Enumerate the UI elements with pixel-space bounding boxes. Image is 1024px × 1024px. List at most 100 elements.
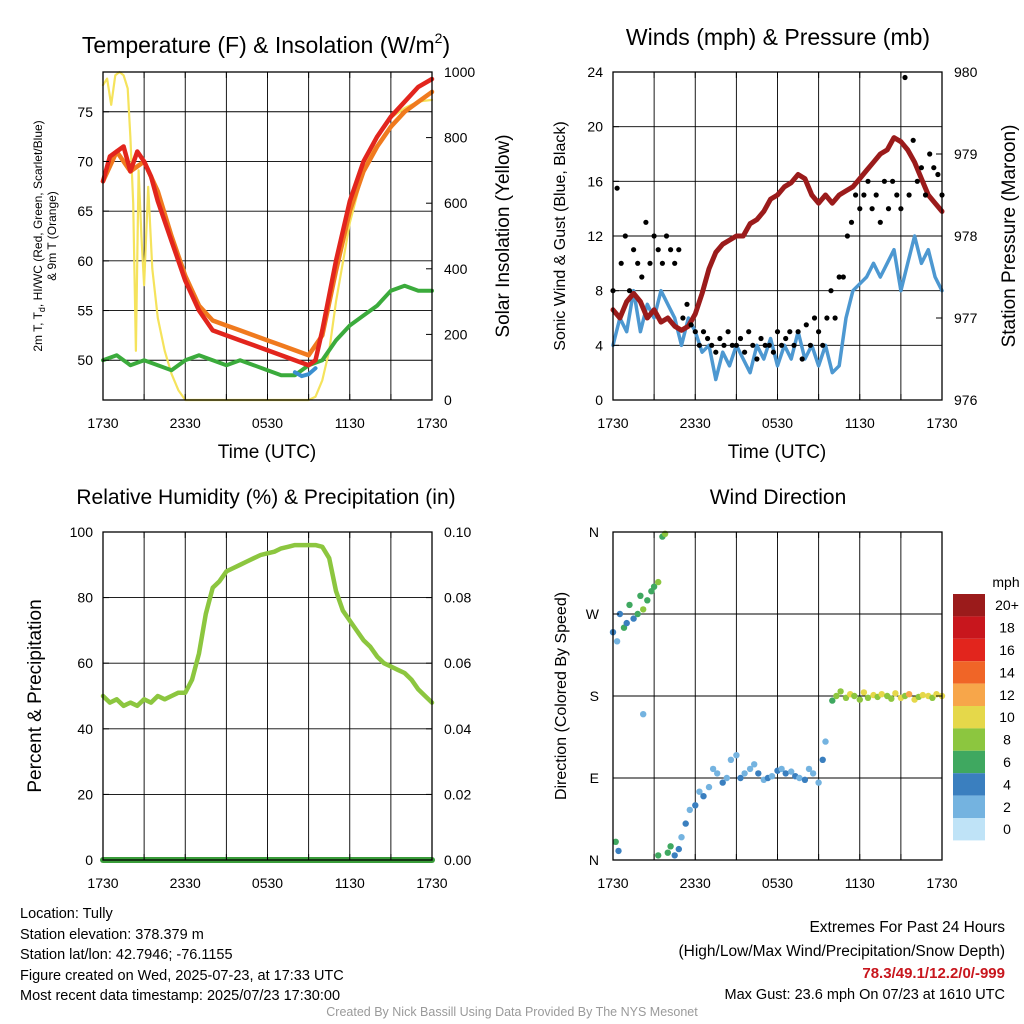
y-tick-label: 55	[77, 303, 93, 319]
gust-point	[639, 274, 645, 280]
direction-point	[630, 615, 637, 622]
gust-point	[643, 219, 649, 225]
direction-point	[919, 691, 926, 699]
y-tick-label: 75	[77, 104, 93, 120]
colorbar-label: 2	[1003, 799, 1011, 815]
temperature-grid	[103, 72, 432, 400]
winds-title: Winds (mph) & Pressure (mb)	[626, 24, 930, 50]
gust-point	[832, 315, 838, 321]
y-tick-label: 0	[85, 852, 93, 868]
station-elevation: Station elevation: 378.379 m	[20, 926, 204, 943]
gust-point	[791, 342, 797, 348]
direction-point	[613, 638, 621, 645]
y-tick-label: 400	[444, 261, 468, 277]
x-tick-label: 1730	[597, 875, 628, 891]
temperature-xlabel: Time (UTC)	[218, 442, 317, 463]
gust-point	[807, 342, 814, 348]
direction-point	[929, 694, 936, 701]
direction-point	[616, 610, 624, 618]
direction-point	[860, 689, 868, 696]
direction-point	[801, 776, 809, 783]
direction-point	[727, 756, 735, 763]
colorbar-swatch	[953, 661, 985, 684]
gust-point	[635, 260, 641, 266]
humidity-panel: Relative Humidity (%) & Precipitation (i…	[25, 486, 471, 891]
colorbar-label: 18	[999, 620, 1015, 636]
y-tick-label: 0.02	[444, 786, 471, 802]
gust-point	[709, 342, 715, 348]
winds-grid	[613, 72, 942, 400]
gust-point	[655, 247, 661, 253]
sonic-wind-line	[611, 234, 944, 382]
colorbar-swatch	[953, 728, 985, 751]
direction-tick-label: W	[586, 606, 600, 622]
gust-point	[758, 335, 764, 342]
direction-point	[626, 601, 633, 609]
direction-point	[768, 773, 776, 780]
gust-point	[906, 192, 912, 198]
direction-point	[623, 619, 630, 627]
x-tick-label: 1730	[416, 875, 447, 891]
temperature-panel: Temperature (F) & Insolation (W/m2) 1730…	[31, 30, 514, 463]
direction-point	[650, 583, 658, 590]
gust-point	[713, 349, 719, 355]
extremes-info: Extremes For Past 24 Hours (High/Low/Max…	[679, 916, 1006, 1005]
direction-point	[796, 774, 803, 782]
humidity-ticks: 1730 2330 0530 1130 1730 0 20 40 60 80 100 0.00 0.02…	[70, 524, 472, 891]
y-tick-label: 20	[587, 119, 603, 135]
gust-point	[795, 329, 801, 335]
insolation-ylabel: Solar Insolation (Yellow)	[493, 134, 514, 337]
station-info: Location: Tully Station elevation: 378.3…	[20, 904, 344, 1007]
direction-point	[878, 691, 885, 698]
gust-point	[762, 342, 768, 348]
direction-point	[705, 783, 713, 791]
direction-point	[856, 696, 863, 703]
gust-point	[865, 178, 871, 184]
colorbar-label: 6	[1003, 754, 1011, 770]
y-tick-label: 980	[954, 64, 978, 80]
extremes-values: 78.3/49.1/12.2/0/-999	[862, 965, 1005, 982]
gust-point	[721, 342, 727, 348]
colorbar-label: 16	[999, 642, 1015, 658]
gust-point	[746, 329, 752, 335]
gust-point	[770, 349, 777, 355]
colorbar-label: 20+	[995, 597, 1019, 613]
direction-point	[851, 692, 858, 700]
gust-point	[861, 192, 867, 198]
x-tick-label: 1130	[335, 415, 365, 431]
x-tick-label: 0530	[252, 875, 283, 891]
gust-point	[705, 335, 711, 342]
x-tick-label: 1730	[926, 875, 957, 891]
station-location: Location: Tully	[20, 906, 113, 922]
x-tick-label: 2330	[170, 875, 201, 891]
gust-point	[902, 74, 908, 81]
gust-point	[750, 342, 756, 348]
insolation-line	[101, 70, 434, 402]
y-tick-label: 4	[595, 337, 603, 353]
gust-point	[894, 192, 900, 198]
gust-point	[663, 233, 670, 239]
direction-point	[678, 834, 685, 841]
temp-9m-line	[100, 89, 435, 358]
gust-point	[844, 233, 851, 239]
x-tick-label: 1130	[335, 875, 365, 891]
colorbar-swatch	[953, 750, 985, 774]
y-tick-label: 8	[595, 283, 603, 299]
gust-point	[918, 165, 925, 171]
gust-point	[898, 206, 904, 212]
direction-point	[634, 610, 641, 618]
direction-point	[675, 845, 682, 853]
gust-point	[659, 260, 666, 266]
direction-point	[692, 802, 699, 809]
direction-point	[664, 849, 671, 856]
gust-point	[651, 233, 657, 239]
colorbar-swatch	[953, 638, 985, 662]
x-tick-label: 1730	[926, 415, 957, 431]
gust-point	[811, 315, 818, 321]
y-tick-label: 0.00	[444, 852, 471, 868]
temperature-ylabel: 2m T, Td, HI/WC (Red, Green, Scarlet/Blu…	[31, 120, 47, 351]
gust-point	[885, 206, 892, 212]
colorbar-label: 8	[1003, 732, 1011, 748]
direction-point	[864, 694, 872, 701]
